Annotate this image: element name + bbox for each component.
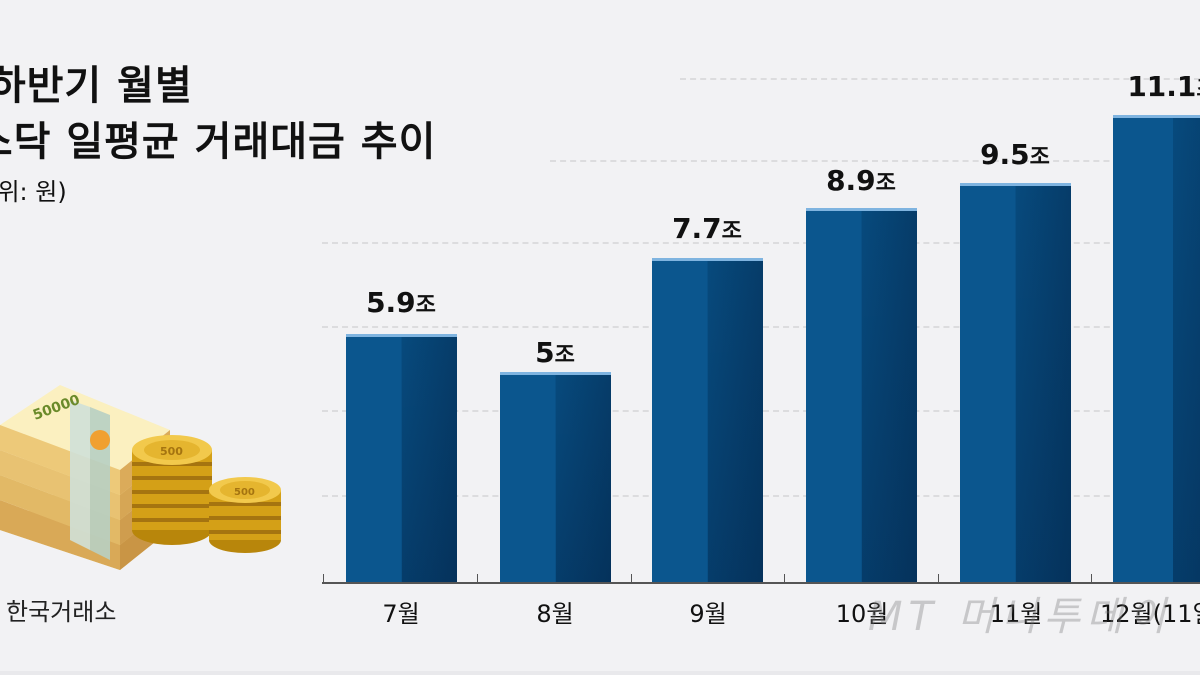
- money-stack-icon: 50000 500: [0, 385, 281, 570]
- bar-oct: [806, 208, 917, 582]
- x-axis-tick: [1091, 574, 1092, 582]
- value-label-dec: 11.1조: [1127, 70, 1200, 103]
- gridline: [680, 78, 1200, 80]
- value-label-aug: 5조: [535, 336, 575, 369]
- source-label: 한국거래소: [6, 598, 117, 626]
- category-label-jul: 7월: [382, 600, 420, 628]
- value-label-jul: 5.9조: [366, 286, 436, 319]
- gridline: [550, 160, 1200, 162]
- x-axis-tick: [477, 574, 478, 582]
- unit-label: (단위: 원): [0, 178, 67, 206]
- x-axis-line: [322, 582, 1200, 584]
- bar-dec: [1113, 115, 1200, 582]
- watermark: MT 머니투데이: [868, 594, 1172, 640]
- bar-nov: [960, 183, 1071, 582]
- svg-text:500: 500: [234, 487, 255, 498]
- chart-title-line2: 코스닥 일평균 거래대금 추이: [0, 119, 437, 165]
- x-axis-tick: [784, 574, 785, 582]
- value-label-nov: 9.5조: [980, 138, 1050, 171]
- gridline: [322, 242, 1200, 244]
- category-label-aug: 8월: [536, 600, 574, 628]
- bottom-strip: [0, 671, 1200, 675]
- bar-jul: [346, 334, 457, 582]
- value-label-oct: 8.9조: [826, 164, 896, 197]
- bar-sep: [652, 258, 763, 582]
- chart-title-line1: ● 하반기 월별: [0, 63, 193, 109]
- value-label-sep: 7.7조: [672, 212, 742, 245]
- category-label-oct: 10월: [835, 600, 889, 628]
- x-axis-tick: [631, 574, 632, 582]
- category-label-nov: 11월: [989, 600, 1043, 628]
- x-axis-tick: [938, 574, 939, 582]
- bar-aug: [500, 372, 611, 582]
- category-label-sep: 9월: [689, 600, 727, 628]
- chart-title: ● 하반기 월별 코스닥 일평균 거래대금 추이: [0, 58, 436, 170]
- svg-text:500: 500: [160, 445, 183, 458]
- category-label-dec: 12월(11일: [1100, 600, 1200, 628]
- x-axis-tick: [323, 574, 324, 582]
- money-illustration: 50000 500: [0, 380, 300, 570]
